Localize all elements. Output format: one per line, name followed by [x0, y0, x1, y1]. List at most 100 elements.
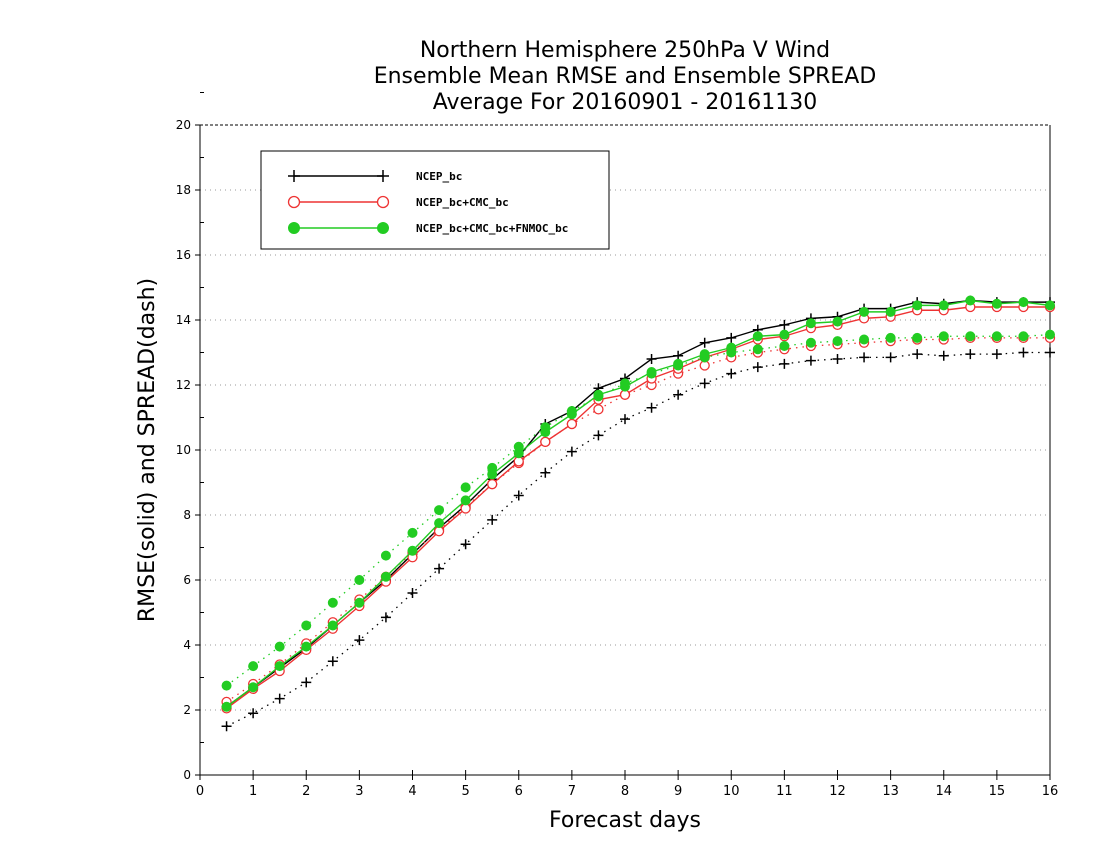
rmse-point [805, 318, 816, 329]
rmse-point [699, 337, 710, 348]
rmse-point [1045, 300, 1055, 311]
rmse-point [779, 329, 790, 340]
spread-point [354, 575, 365, 585]
spread-point [513, 490, 524, 501]
spread-point [832, 354, 843, 364]
x-tick-label: 8 [621, 784, 629, 799]
rmse-point [487, 478, 498, 490]
rmse-point [991, 298, 1002, 309]
spread-point [407, 588, 418, 598]
y-axis-label: RMSE(solid) and SPREAD(dash) [135, 277, 160, 623]
x-tick-label: 13 [882, 784, 899, 799]
legend: NCEP_bc NCEP_bc+CMC_bc NCEP_bc+CMC_bc+FNMO… [260, 150, 610, 250]
rmse-point [221, 701, 232, 712]
spread-point [380, 612, 391, 623]
x-tick-label: 5 [461, 784, 469, 799]
legend-marker [288, 222, 300, 234]
rmse-point [566, 418, 578, 430]
spread-point [460, 482, 471, 493]
spread-point [726, 368, 737, 379]
spread-point [859, 334, 870, 345]
rmse-point [1018, 297, 1029, 308]
spread-point [991, 331, 1002, 342]
spread-point [1045, 329, 1055, 340]
rmse-point [327, 620, 338, 631]
x-tick-label: 3 [355, 784, 363, 799]
spread-point [752, 344, 763, 355]
rmse-point [248, 682, 259, 693]
legend-label: NCEP_bc+CMC_bc [416, 196, 509, 209]
y-tick-label: 16 [176, 248, 191, 262]
series-layer [221, 295, 1056, 732]
spread-point [965, 349, 976, 360]
rmse-point [566, 409, 577, 420]
rmse-point [354, 597, 365, 608]
chart-title-line-2: Ensemble Mean RMSE and Ensemble SPREAD [373, 64, 877, 89]
spread-point [779, 358, 790, 369]
rmse-point [965, 295, 976, 306]
spread-point [912, 332, 923, 343]
spread-point [248, 708, 259, 719]
spread-line [226, 333, 1051, 687]
legend-label: NCEP_bc+CMC_bc+FNMOC_bc [416, 222, 568, 235]
spread-point [1018, 331, 1029, 342]
spread-point [221, 680, 232, 691]
spread-point [885, 332, 896, 343]
spread-point [566, 446, 577, 457]
spread-point [805, 337, 816, 348]
rmse-point [938, 300, 949, 311]
spread-point [248, 661, 259, 672]
rmse-point [540, 427, 551, 438]
grid-lines [200, 189, 1050, 711]
spread-point [805, 355, 816, 366]
y-tick-label: 2 [183, 703, 191, 717]
spread-point [1045, 347, 1055, 358]
x-tick-label: 15 [989, 784, 1006, 799]
y-tick-label: 8 [183, 508, 191, 522]
spread-point [859, 352, 870, 363]
x-tick-label: 10 [723, 784, 740, 799]
x-tick-label: 6 [515, 784, 523, 799]
spread-point [540, 467, 551, 478]
x-tick-label: 11 [776, 784, 793, 799]
rmse-point [912, 300, 923, 311]
legend-marker [377, 170, 389, 182]
spread-point [274, 641, 285, 652]
spread-point [673, 389, 684, 400]
rmse-point [885, 306, 896, 317]
rmse-point [752, 331, 763, 342]
rmse-point [646, 367, 657, 377]
x-tick-label: 14 [935, 784, 952, 799]
legend-marker [377, 222, 389, 234]
spread-point [912, 349, 923, 360]
x-tick-label: 16 [1042, 784, 1059, 799]
rmse-line [226, 306, 1050, 709]
x-tick-label: 12 [829, 784, 846, 799]
rmse-point [460, 495, 471, 506]
rmse-point [726, 342, 737, 353]
x-tick-label: 1 [249, 784, 257, 799]
series-2 [221, 295, 1055, 712]
rmse-point [620, 381, 630, 392]
spread-point [407, 527, 418, 538]
spread-point [354, 635, 365, 646]
y-tick-label: 12 [176, 378, 191, 392]
spread-point [1018, 347, 1029, 358]
spread-point [752, 362, 763, 373]
y-tick-label: 0 [183, 768, 191, 782]
chart-title-line-1: Northern Hemisphere 250hPa V Wind [419, 38, 831, 63]
rmse-point [832, 316, 843, 327]
spread-point [301, 620, 312, 631]
rmse-point [859, 306, 870, 317]
spread-point [327, 656, 338, 667]
rmse-point [434, 518, 445, 529]
legend-marker [288, 170, 300, 182]
rmse-point [646, 354, 657, 364]
spread-line [226, 337, 1050, 703]
x-axis-label: Forecast days [548, 808, 701, 833]
rmse-point [699, 349, 710, 360]
rmse-point [593, 389, 604, 400]
rmse-point [487, 469, 498, 480]
